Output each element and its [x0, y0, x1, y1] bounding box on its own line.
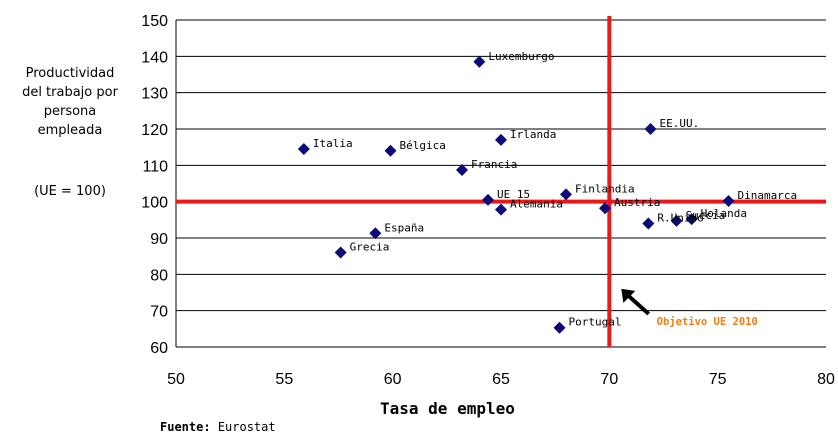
axes: 60 70 80 90 100 110 120 130 140 150 50 55 60 65 70 75 80 — [141, 13, 835, 388]
data-label-2: Irlanda — [510, 128, 556, 141]
data-point-3 — [297, 142, 310, 155]
x-tick-label-55: 55 — [275, 371, 293, 388]
y-tick-label-70: 70 — [150, 304, 168, 321]
data-point-10 — [599, 202, 611, 215]
grid — [176, 19, 826, 348]
source-value: Eurostat — [217, 420, 276, 434]
data-label-3: Italia — [313, 137, 353, 150]
data-label-6: UE 15 — [497, 188, 530, 201]
data-label-10: Austria — [614, 196, 660, 209]
data-point-8 — [722, 194, 735, 207]
data-point-2 — [495, 133, 507, 146]
y-tick-label-120: 120 — [141, 122, 168, 139]
data-label-5: Francia — [471, 158, 517, 171]
x-tick-label-60: 60 — [384, 371, 402, 388]
data-point-9 — [495, 203, 507, 216]
data-label-7: Finlandia — [575, 182, 635, 195]
y-axis-label: Productividad del trabajo por persona em… — [22, 66, 118, 138]
y-tick-label-90: 90 — [150, 231, 168, 248]
data-point-4 — [384, 144, 397, 157]
y-axis-unit: (UE = 100) — [34, 184, 106, 199]
y-tick-label-60: 60 — [150, 340, 168, 357]
data-point-0 — [473, 55, 486, 68]
data-label-13: R.Unido — [657, 211, 703, 224]
data-point-13 — [642, 217, 655, 230]
data-label-14: España — [384, 221, 424, 234]
y-tick-label-80: 80 — [150, 267, 168, 284]
data-point-5 — [456, 164, 468, 177]
data-point-16 — [553, 321, 566, 334]
annotation-arrow-head — [621, 288, 636, 303]
y-tick-label-130: 130 — [141, 86, 168, 103]
x-tick-label-75: 75 — [709, 371, 727, 388]
data-label-11: Holanda — [701, 207, 747, 220]
y-tick-label-140: 140 — [141, 49, 168, 66]
reference-lines — [176, 16, 826, 347]
data-label-12: Suecia — [686, 209, 726, 222]
annotation-label: Objetivo UE 2010 — [657, 316, 758, 328]
data-points: Luxemburgo EE.UU. Irlanda Italia Bélgica Fran… — [297, 50, 798, 334]
y-tick-label-100: 100 — [141, 195, 168, 212]
data-point-7 — [560, 188, 572, 201]
data-label-4: Bélgica — [400, 139, 446, 152]
data-label-8: Dinamarca — [738, 189, 798, 202]
x-axis-label: Tasa de empleo — [380, 399, 515, 418]
data-label-16: Portugal — [569, 316, 622, 329]
data-point-14 — [369, 227, 382, 240]
x-tick-label-65: 65 — [492, 371, 510, 388]
data-label-1: EE.UU. — [660, 117, 700, 130]
data-label-9: Alemania — [510, 198, 563, 211]
x-tick-label-80: 80 — [817, 371, 835, 388]
data-point-12 — [670, 214, 683, 227]
annotation-arrow-shaft — [626, 293, 650, 316]
data-point-1 — [644, 123, 657, 135]
source-note: Fuente: Eurostat — [160, 420, 276, 434]
data-point-15 — [334, 246, 347, 259]
annotation: Objetivo UE 2010 — [621, 288, 758, 328]
data-point-6 — [482, 193, 494, 206]
source-label: Fuente: — [160, 420, 211, 434]
data-point-11 — [685, 213, 698, 226]
x-tick-label-70: 70 — [600, 371, 618, 388]
x-tick-label-50: 50 — [167, 371, 185, 388]
data-label-15: Grecia — [350, 241, 390, 254]
data-label-0: Luxemburgo — [488, 50, 554, 63]
y-tick-label-150: 150 — [141, 13, 168, 30]
y-tick-label-110: 110 — [142, 158, 168, 175]
